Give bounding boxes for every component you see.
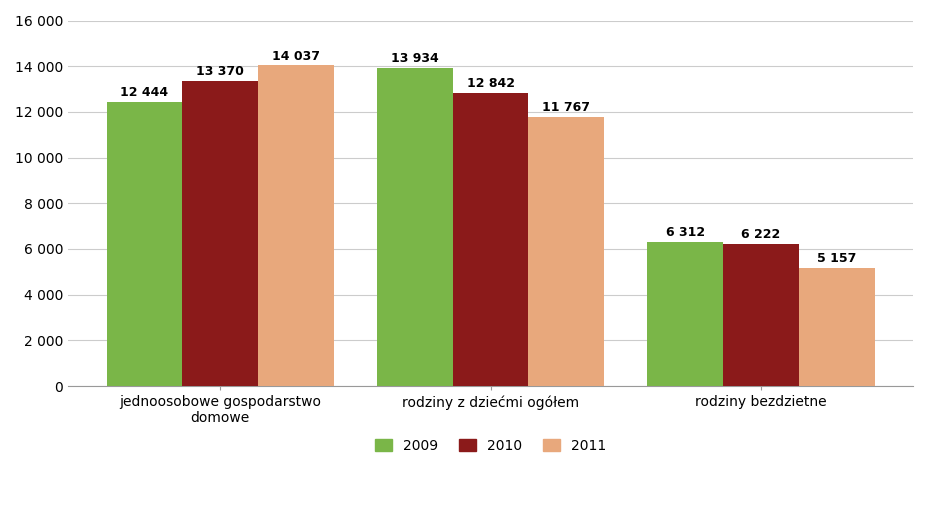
Bar [452, 92, 527, 386]
Text: 12 444: 12 444 [121, 86, 169, 99]
Bar [722, 244, 798, 386]
Bar [647, 242, 722, 386]
Text: 6 222: 6 222 [741, 228, 780, 241]
Text: 13 370: 13 370 [196, 65, 244, 78]
Text: 6 312: 6 312 [665, 226, 705, 239]
Bar [258, 65, 334, 386]
Bar [527, 117, 603, 386]
Bar [376, 68, 452, 386]
Text: 12 842: 12 842 [466, 77, 514, 90]
Bar [107, 102, 182, 386]
Legend: 2009, 2010, 2011: 2009, 2010, 2011 [368, 432, 612, 459]
Text: 14 037: 14 037 [272, 49, 320, 62]
Text: 13 934: 13 934 [390, 52, 438, 65]
Bar [798, 268, 873, 386]
Text: 11 767: 11 767 [541, 101, 590, 114]
Bar [182, 80, 258, 386]
Text: 5 157: 5 157 [816, 253, 856, 266]
